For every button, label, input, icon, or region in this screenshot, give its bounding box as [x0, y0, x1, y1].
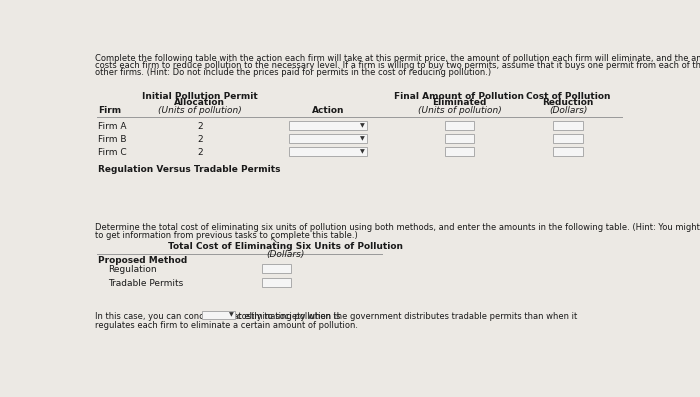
Text: Initial Pollution Permit: Initial Pollution Permit: [142, 92, 258, 100]
FancyBboxPatch shape: [262, 278, 291, 287]
Text: Determine the total cost of eliminating six units of pollution using both method: Determine the total cost of eliminating …: [95, 223, 700, 232]
FancyBboxPatch shape: [553, 147, 582, 156]
Text: (Units of pollution): (Units of pollution): [158, 106, 242, 115]
Text: Firm A: Firm A: [98, 121, 127, 131]
Text: ▼: ▼: [228, 313, 233, 318]
Text: Eliminated: Eliminated: [433, 98, 486, 108]
Text: 2: 2: [197, 135, 203, 144]
Text: Action: Action: [312, 106, 344, 115]
Text: Regulation: Regulation: [108, 265, 156, 274]
Text: costs each firm to reduce pollution to the necessary level. If a firm is willing: costs each firm to reduce pollution to t…: [95, 61, 700, 70]
Text: Firm: Firm: [98, 106, 122, 115]
FancyBboxPatch shape: [262, 264, 291, 273]
Text: In this case, you can conclude that eliminating pollution is: In this case, you can conclude that elim…: [95, 312, 341, 321]
FancyBboxPatch shape: [444, 147, 474, 156]
Text: Proposed Method: Proposed Method: [98, 256, 188, 264]
Text: Cost of Pollution: Cost of Pollution: [526, 92, 610, 100]
FancyBboxPatch shape: [553, 134, 582, 143]
Text: ▼: ▼: [360, 149, 365, 154]
Text: 2: 2: [197, 121, 203, 131]
Text: (Units of pollution): (Units of pollution): [418, 106, 501, 115]
FancyBboxPatch shape: [444, 134, 474, 143]
Text: (Dollars): (Dollars): [266, 250, 304, 259]
Text: costly to society when the government distributes tradable permits than when it: costly to society when the government di…: [237, 312, 578, 321]
Text: Allocation: Allocation: [174, 98, 225, 108]
FancyBboxPatch shape: [444, 121, 474, 130]
Text: other firms. (Hint: Do not include the prices paid for permits in the cost of re: other firms. (Hint: Do not include the p…: [95, 68, 491, 77]
FancyBboxPatch shape: [289, 147, 367, 156]
Text: (Dollars): (Dollars): [549, 106, 587, 115]
FancyBboxPatch shape: [289, 134, 367, 143]
Text: ▼: ▼: [360, 123, 365, 128]
Text: ▼: ▼: [360, 136, 365, 141]
Text: regulates each firm to eliminate a certain amount of pollution.: regulates each firm to eliminate a certa…: [95, 321, 358, 330]
Text: Firm C: Firm C: [98, 148, 127, 157]
FancyBboxPatch shape: [553, 121, 582, 130]
Text: Total Cost of Eliminating Six Units of Pollution: Total Cost of Eliminating Six Units of P…: [167, 243, 402, 251]
Text: Firm B: Firm B: [98, 135, 127, 144]
Text: 2: 2: [197, 148, 203, 157]
Text: Regulation Versus Tradable Permits: Regulation Versus Tradable Permits: [98, 165, 281, 173]
Text: Tradable Permits: Tradable Permits: [108, 279, 183, 288]
Text: Reduction: Reduction: [542, 98, 594, 108]
Text: ↖: ↖: [270, 235, 278, 245]
Text: Final Amount of Pollution: Final Amount of Pollution: [395, 92, 524, 100]
FancyBboxPatch shape: [202, 311, 234, 320]
Text: Complete the following table with the action each firm will take at this permit : Complete the following table with the ac…: [95, 54, 700, 63]
FancyBboxPatch shape: [289, 121, 367, 130]
Text: to get information from previous tasks to complete this table.): to get information from previous tasks t…: [95, 231, 358, 239]
